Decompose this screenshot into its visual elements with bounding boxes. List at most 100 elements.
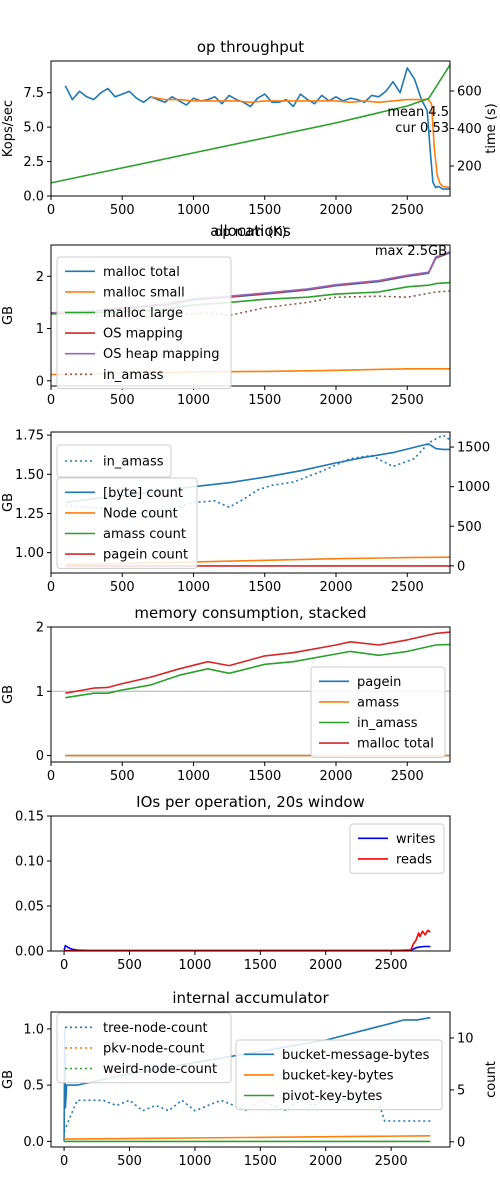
y-tick-label: 2.5: [23, 155, 44, 170]
legend-ios: [349, 823, 445, 874]
y2-tick-label: 1500: [457, 441, 490, 456]
y2-tick-label: 0: [457, 1135, 465, 1150]
y-axis-label: GB: [1, 1070, 16, 1089]
y-tick-label: 0.5: [23, 1079, 44, 1094]
series-line-5-4: [64, 1135, 431, 1140]
x-tick-label: 0: [47, 769, 55, 784]
x-tick-label: 1500: [244, 1154, 277, 1169]
y-tick-label: 2: [36, 270, 44, 285]
legend-label: amass count: [103, 527, 186, 542]
series-line-4-1: [64, 929, 431, 952]
annotation-mean: mean 4.5: [387, 105, 449, 120]
y2-tick-label: 1000: [457, 480, 490, 495]
legend-label: malloc small: [103, 285, 185, 300]
chart-title: allocations: [210, 222, 291, 240]
y-tick-label: 5.0: [23, 121, 44, 136]
legend-label: bucket-key-bytes: [282, 1068, 394, 1083]
legend-label: reads: [396, 852, 432, 867]
legend-label: OS mapping: [103, 327, 183, 342]
y-tick-label: 1.00: [15, 546, 44, 561]
y-tick-label: 1.75: [15, 429, 44, 444]
x-tick-label: 2500: [391, 580, 424, 595]
x-tick-label: 2000: [319, 769, 352, 784]
x-tick-label: 1000: [177, 393, 210, 408]
y-tick-label: 0: [36, 749, 44, 764]
y2-axis-label: time (s): [484, 103, 499, 153]
legend-label: in_amass: [103, 368, 164, 383]
x-tick-label: 1000: [177, 203, 210, 218]
x-axis-label: op num (K): [214, 225, 286, 240]
y-axis-label: GB: [1, 306, 16, 325]
axes-frame: [50, 815, 451, 952]
y2-tick-label: 5: [457, 1083, 465, 1098]
legend-label: in_amass: [357, 716, 418, 731]
x-tick-label: 1000: [177, 769, 210, 784]
annotation-current: cur 0.53: [395, 121, 449, 136]
legend-label: malloc total: [357, 737, 434, 752]
y-tick-label: 0.00: [15, 945, 44, 960]
chart-title: internal accumulator: [172, 989, 329, 1007]
x-tick-label: 500: [117, 958, 142, 973]
legend-label: in_amass: [103, 455, 164, 470]
y-axis-label: Kops/sec: [1, 100, 16, 157]
series-line-3-3: [65, 631, 451, 694]
x-tick-label: 2000: [309, 1154, 342, 1169]
series-line-0-0: [64, 67, 450, 190]
legend-label: pkv-node-count: [103, 1041, 205, 1056]
series-line-2-0: [65, 434, 451, 515]
x-tick-label: 1000: [178, 958, 211, 973]
x-tick-label: 1500: [248, 393, 281, 408]
x-tick-label: 500: [110, 769, 135, 784]
legend-label: malloc large: [103, 306, 183, 321]
x-tick-label: 500: [110, 393, 135, 408]
y2-tick-label: 600: [457, 85, 482, 100]
legend-bytes: [235, 1039, 443, 1111]
x-tick-label: 2000: [319, 580, 352, 595]
x-tick-label: 500: [117, 1154, 142, 1169]
legend-label: Node count: [103, 506, 178, 521]
x-tick-label: 0: [47, 393, 55, 408]
legend-label: pagein: [357, 675, 401, 690]
x-tick-label: 2000: [309, 958, 342, 973]
x-tick-label: 500: [110, 580, 135, 595]
x-tick-label: 0: [60, 1154, 68, 1169]
chart-title: op throughput: [197, 38, 304, 56]
x-tick-label: 1500: [248, 203, 281, 218]
y-tick-label: 0.10: [15, 855, 44, 870]
x-tick-label: 1500: [244, 958, 277, 973]
series-line-0-1: [150, 96, 451, 189]
x-tick-label: 2500: [391, 393, 424, 408]
x-tick-label: 500: [110, 203, 135, 218]
axes-frame: [50, 626, 451, 763]
legend-label: [byte] count: [103, 486, 183, 501]
x-tick-label: 1000: [177, 580, 210, 595]
y-tick-label: 0.05: [15, 900, 44, 915]
x-tick-label: 0: [47, 580, 55, 595]
y2-tick-label: 400: [457, 122, 482, 137]
legend-label: writes: [396, 832, 436, 847]
y-tick-label: 1.50: [15, 468, 44, 483]
axes-frame: [50, 60, 451, 197]
y-tick-label: 0.0: [23, 1135, 44, 1150]
y-tick-label: 2: [36, 621, 44, 636]
y-tick-label: 0.0: [23, 190, 44, 205]
chart-title: memory consumption, stacked: [134, 604, 366, 622]
y2-tick-label: 200: [457, 160, 482, 175]
x-tick-label: 2500: [391, 769, 424, 784]
y2-tick-label: 500: [457, 520, 482, 535]
y-axis-label: GB: [1, 685, 16, 704]
x-tick-label: 2500: [375, 1154, 408, 1169]
legend-label: weird-node-count: [103, 1062, 217, 1077]
x-tick-label: 2500: [391, 203, 424, 218]
y-tick-label: 0: [36, 374, 44, 389]
annotation-max: max 2.5GB: [375, 244, 447, 259]
x-tick-label: 0: [47, 203, 55, 218]
legend-label: bucket-message-bytes: [282, 1048, 430, 1063]
legend-label: pagein count: [103, 548, 188, 563]
x-tick-label: 2000: [319, 393, 352, 408]
legend-label: tree-node-count: [103, 1021, 208, 1036]
legend-label: pivot-key-bytes: [282, 1089, 383, 1104]
y-tick-label: 1.25: [15, 507, 44, 522]
y-tick-label: 7.5: [23, 86, 44, 101]
